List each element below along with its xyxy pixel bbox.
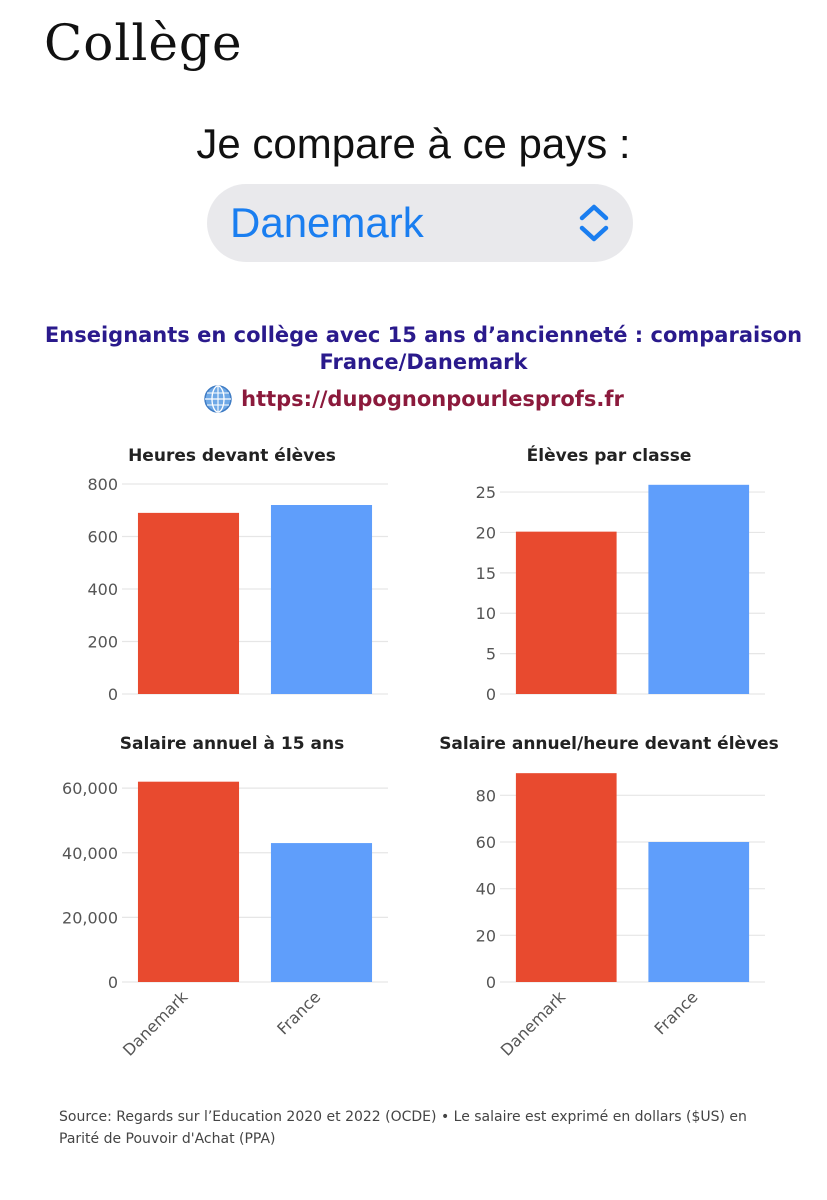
x-tick-label: France — [273, 987, 324, 1038]
y-tick-label: 80 — [476, 786, 496, 805]
charts-area: Heures devant élèves0200400600800Élèves … — [62, 444, 779, 1060]
bar-france — [270, 505, 373, 694]
y-tick-label: 15 — [476, 564, 496, 583]
chevron-up-down-icon — [579, 204, 609, 242]
y-tick-label: 20 — [476, 523, 496, 542]
bar-france — [648, 842, 750, 982]
y-tick-label: 0 — [108, 973, 118, 992]
y-tick-label: 600 — [87, 528, 118, 547]
panel-title: Salaire annuel à 15 ans — [120, 734, 344, 754]
panel-title: Salaire annuel/heure devant élèves — [439, 734, 779, 754]
bar-france — [648, 484, 750, 694]
y-tick-label: 40,000 — [62, 844, 118, 863]
y-tick-label: 20,000 — [62, 908, 118, 927]
bar-danemark — [137, 512, 240, 694]
site-link-text[interactable]: https://dupognonpourlesprofs.fr — [241, 387, 624, 411]
panel-title: Élèves par classe — [527, 444, 692, 466]
y-tick-label: 0 — [486, 685, 496, 704]
y-tick-label: 10 — [476, 604, 496, 623]
y-tick-label: 40 — [476, 880, 496, 899]
y-tick-label: 200 — [87, 633, 118, 652]
page-title: Collège — [44, 14, 243, 72]
y-tick-label: 0 — [108, 685, 118, 704]
y-tick-label: 400 — [87, 580, 118, 599]
y-tick-label: 20 — [476, 926, 496, 945]
y-tick-label: 60,000 — [62, 779, 118, 798]
y-tick-label: 25 — [476, 483, 496, 502]
x-tick-label: Danemark — [119, 987, 192, 1060]
bar-france — [270, 843, 373, 982]
bar-danemark — [515, 773, 617, 982]
site-link[interactable]: https://dupognonpourlesprofs.fr — [0, 384, 827, 414]
y-tick-label: 5 — [486, 645, 496, 664]
bar-danemark — [137, 781, 240, 982]
globe-icon — [204, 385, 232, 413]
chart-title: Enseignants en collège avec 15 ans d’anc… — [44, 323, 803, 374]
y-tick-label: 60 — [476, 833, 496, 852]
source-note: Source: Regards sur l’Education 2020 et … — [59, 1109, 747, 1147]
country-select[interactable]: Danemark — [207, 184, 633, 262]
y-tick-label: 800 — [87, 475, 118, 494]
y-tick-label: 0 — [486, 973, 496, 992]
x-tick-label: Danemark — [497, 987, 570, 1060]
country-select-value: Danemark — [230, 199, 424, 246]
x-tick-label: France — [651, 987, 702, 1038]
panel-title: Heures devant élèves — [128, 446, 336, 466]
bar-danemark — [515, 531, 617, 694]
compare-label: Je compare à ce pays : — [196, 120, 631, 167]
